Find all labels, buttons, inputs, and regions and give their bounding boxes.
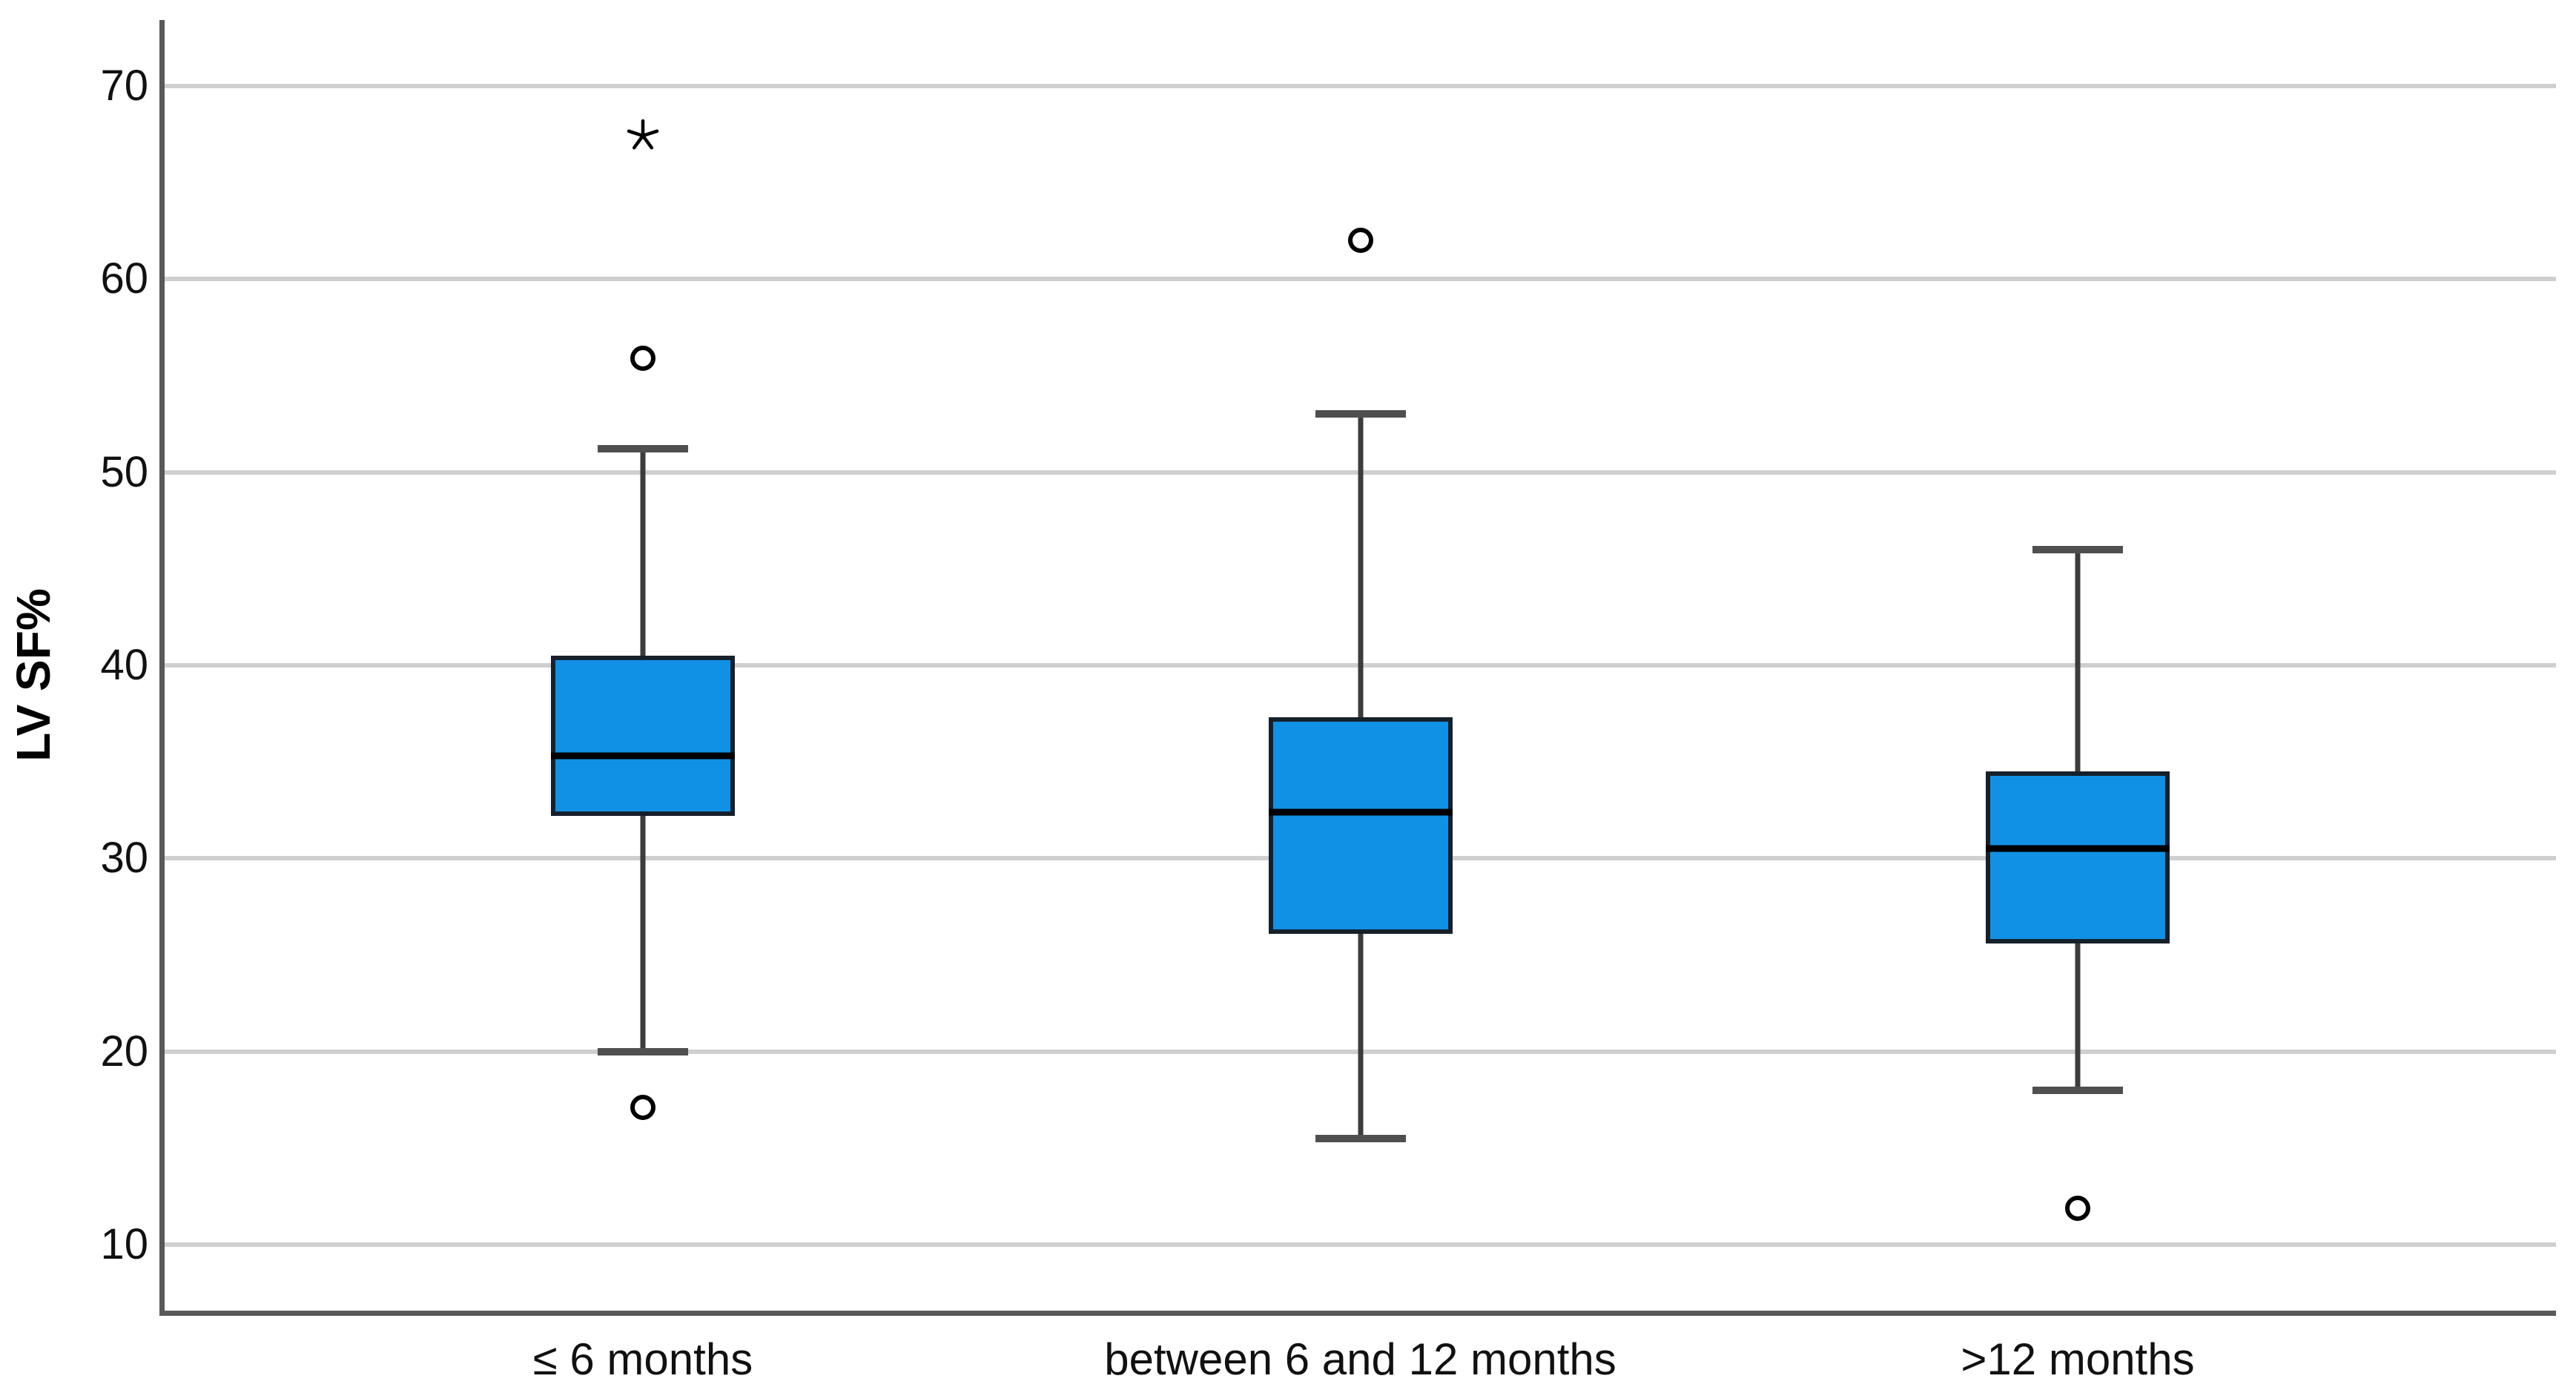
- x-category-label: between 6 and 12 months: [1104, 1334, 1616, 1384]
- outlier-circle: [630, 345, 655, 371]
- x-category-label: ≤ 6 months: [532, 1334, 753, 1384]
- whisker-cap-top: [598, 445, 688, 453]
- whisker-cap-bottom: [598, 1047, 688, 1055]
- whisker-cap-top: [1315, 410, 1406, 418]
- y-axis-line: [159, 20, 165, 1316]
- outlier-circle: [630, 1095, 655, 1121]
- gridline: [165, 83, 2556, 88]
- median-line: [1986, 845, 2170, 852]
- outlier-circle: [1347, 227, 1373, 253]
- y-tick-label: 10: [100, 1220, 148, 1269]
- y-tick-label: 70: [100, 61, 148, 110]
- plot-area: [165, 20, 2556, 1311]
- y-tick-label: 40: [100, 641, 148, 689]
- y-tick-label: 60: [100, 254, 148, 303]
- whisker-cap-bottom: [2032, 1087, 2123, 1095]
- box-rect: [1986, 771, 2170, 944]
- box-rect: [1268, 717, 1453, 935]
- box-rect: [551, 655, 735, 817]
- median-line: [1268, 808, 1453, 816]
- y-tick-label: 20: [100, 1027, 148, 1076]
- whisker-cap-top: [2032, 545, 2123, 553]
- gridline: [165, 1242, 2556, 1248]
- x-axis-line: [159, 1311, 2556, 1316]
- y-tick-label: 50: [100, 447, 148, 496]
- y-tick-label: 30: [100, 834, 148, 883]
- x-category-label: >12 months: [1961, 1334, 2195, 1384]
- whisker-cap-bottom: [1315, 1135, 1406, 1143]
- outlier-circle: [2065, 1195, 2090, 1221]
- extreme-star-marker: [626, 119, 660, 153]
- median-line: [551, 752, 735, 760]
- gridline: [165, 277, 2556, 282]
